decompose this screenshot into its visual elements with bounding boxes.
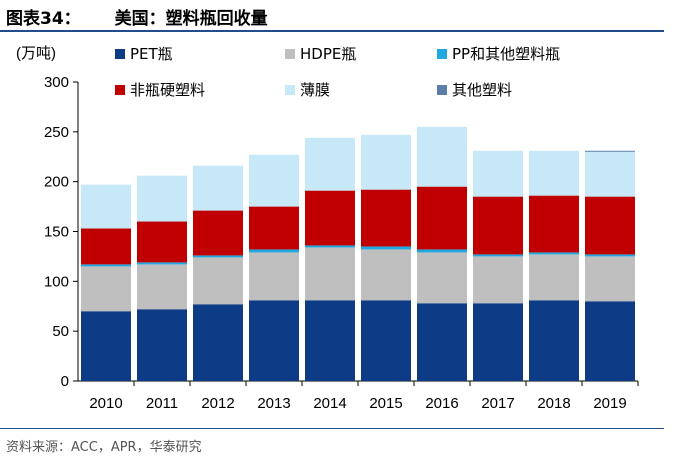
bar-segment: [137, 264, 187, 310]
bar-segment: [193, 257, 243, 305]
bar-segment: [473, 256, 523, 304]
x-tick-label: 2014: [313, 395, 346, 412]
x-tick-label: 2015: [369, 395, 402, 412]
bar-segment: [193, 210, 243, 256]
bar-segment: [529, 254, 579, 301]
bar-segment: [81, 311, 131, 381]
bar-segment: [417, 126, 467, 187]
bar-segment: [417, 186, 467, 250]
bars-group: [81, 126, 635, 381]
legend-swatch: [285, 85, 295, 95]
bar-segment: [305, 245, 355, 248]
bar-segment: [473, 196, 523, 255]
bar-segment: [585, 254, 635, 257]
bar-segment: [361, 189, 411, 247]
x-tick-label: 2010: [89, 395, 122, 412]
y-tick-label: 150: [44, 224, 69, 241]
bar-segment: [361, 246, 411, 250]
bar-segment: [585, 301, 635, 381]
bar-segment: [473, 303, 523, 381]
figure-title: 图表34： 美国：塑料瓶回收量: [6, 4, 268, 29]
bar-segment: [81, 264, 131, 267]
bar-segment: [529, 300, 579, 381]
bar-segment: [193, 304, 243, 381]
y-tick-label: 0: [61, 373, 69, 390]
bar-segment: [81, 228, 131, 265]
bar-segment: [305, 137, 355, 191]
source-note: 资料来源：ACC，APR，华泰研究: [6, 440, 202, 455]
bar-segment: [249, 252, 299, 301]
bar-segment: [361, 249, 411, 301]
legend-label: PET瓶: [130, 45, 173, 63]
legend-swatch: [285, 49, 295, 59]
bar-segment: [193, 255, 243, 258]
y-tick-label: 300: [44, 74, 69, 91]
bar-segment: [417, 249, 467, 253]
y-tick-label: 200: [44, 174, 69, 191]
bar-segment: [137, 309, 187, 381]
bar-segment: [81, 266, 131, 312]
bar-segment: [137, 262, 187, 265]
bar-segment: [529, 195, 579, 253]
bar-segment: [137, 175, 187, 222]
x-tick-label: 2017: [481, 395, 514, 412]
x-tick-label: 2019: [593, 395, 626, 412]
legend-label: PP和其他塑料瓶: [452, 45, 560, 63]
y-axis-unit-label: (万吨): [16, 45, 56, 62]
bar-segment: [305, 190, 355, 246]
bar-segment: [249, 206, 299, 250]
legend-swatch: [437, 49, 447, 59]
bar-segment: [585, 151, 635, 197]
bar-segment: [417, 303, 467, 381]
figure-header: 图表34： 美国：塑料瓶回收量: [0, 0, 664, 30]
legend-label: 其他塑料: [452, 81, 512, 99]
bar-segment: [585, 196, 635, 255]
bar-segment: [193, 165, 243, 211]
bar-segment: [361, 134, 411, 190]
x-tick-label: 2016: [425, 395, 458, 412]
legend-label: HDPE瓶: [300, 45, 356, 63]
y-tick-label: 50: [52, 323, 69, 340]
bar-segment: [249, 300, 299, 381]
x-tick-label: 2012: [201, 395, 234, 412]
header-rule: [0, 30, 664, 32]
bar-segment: [81, 184, 131, 229]
y-axis: 0 50 100 150 200 250 300: [44, 74, 79, 390]
legend-label: 薄膜: [300, 81, 330, 99]
x-tick-label: 2011: [146, 395, 178, 412]
bar-segment: [585, 256, 635, 302]
bar-segment: [529, 252, 579, 255]
y-tick-label: 100: [44, 273, 69, 290]
bar-segment: [361, 300, 411, 381]
bar-segment: [305, 247, 355, 301]
legend-swatch: [115, 85, 125, 95]
y-tick-label: 250: [44, 124, 69, 141]
footer-rule: [0, 428, 664, 429]
bar-segment: [473, 150, 523, 197]
legend-swatch: [437, 85, 447, 95]
bar-segment: [417, 252, 467, 304]
bar-segment: [249, 249, 299, 253]
legend-label: 非瓶硬塑料: [130, 81, 205, 99]
chart-title: 美国：塑料瓶回收量: [114, 9, 268, 29]
bar-segment: [305, 300, 355, 381]
bar-segment: [473, 254, 523, 257]
bar-segment: [249, 154, 299, 207]
figure-label: 图表34：: [6, 9, 81, 29]
stacked-bar-chart: (万吨) 0 50 100 150 200 250 300 2010 2011 2012 2013…: [16, 45, 639, 412]
x-tick-label: 2018: [537, 395, 570, 412]
bar-segment: [585, 150, 635, 152]
x-tick-label: 2013: [257, 395, 290, 412]
bar-segment: [137, 221, 187, 263]
legend-swatch: [115, 49, 125, 59]
bar-segment: [529, 150, 579, 196]
x-axis: 2010 2011 2012 2013 2014 2015 2016 2017 2018 2019: [78, 380, 639, 412]
